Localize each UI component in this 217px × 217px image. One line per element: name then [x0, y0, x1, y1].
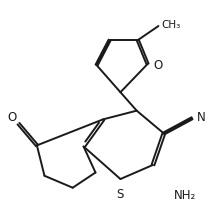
Text: N: N [196, 111, 205, 124]
Text: O: O [153, 59, 162, 72]
Text: NH₂: NH₂ [174, 189, 196, 202]
Text: O: O [7, 111, 16, 124]
Text: S: S [117, 188, 124, 201]
Text: CH₃: CH₃ [162, 20, 181, 30]
